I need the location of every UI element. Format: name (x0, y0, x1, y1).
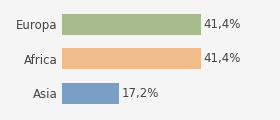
Text: 41,4%: 41,4% (203, 18, 241, 31)
Bar (62, 83, 119, 104)
Text: 41,4%: 41,4% (203, 52, 241, 65)
Text: 17,2%: 17,2% (122, 87, 159, 100)
Bar (62, 14, 201, 35)
Bar (62, 48, 201, 69)
